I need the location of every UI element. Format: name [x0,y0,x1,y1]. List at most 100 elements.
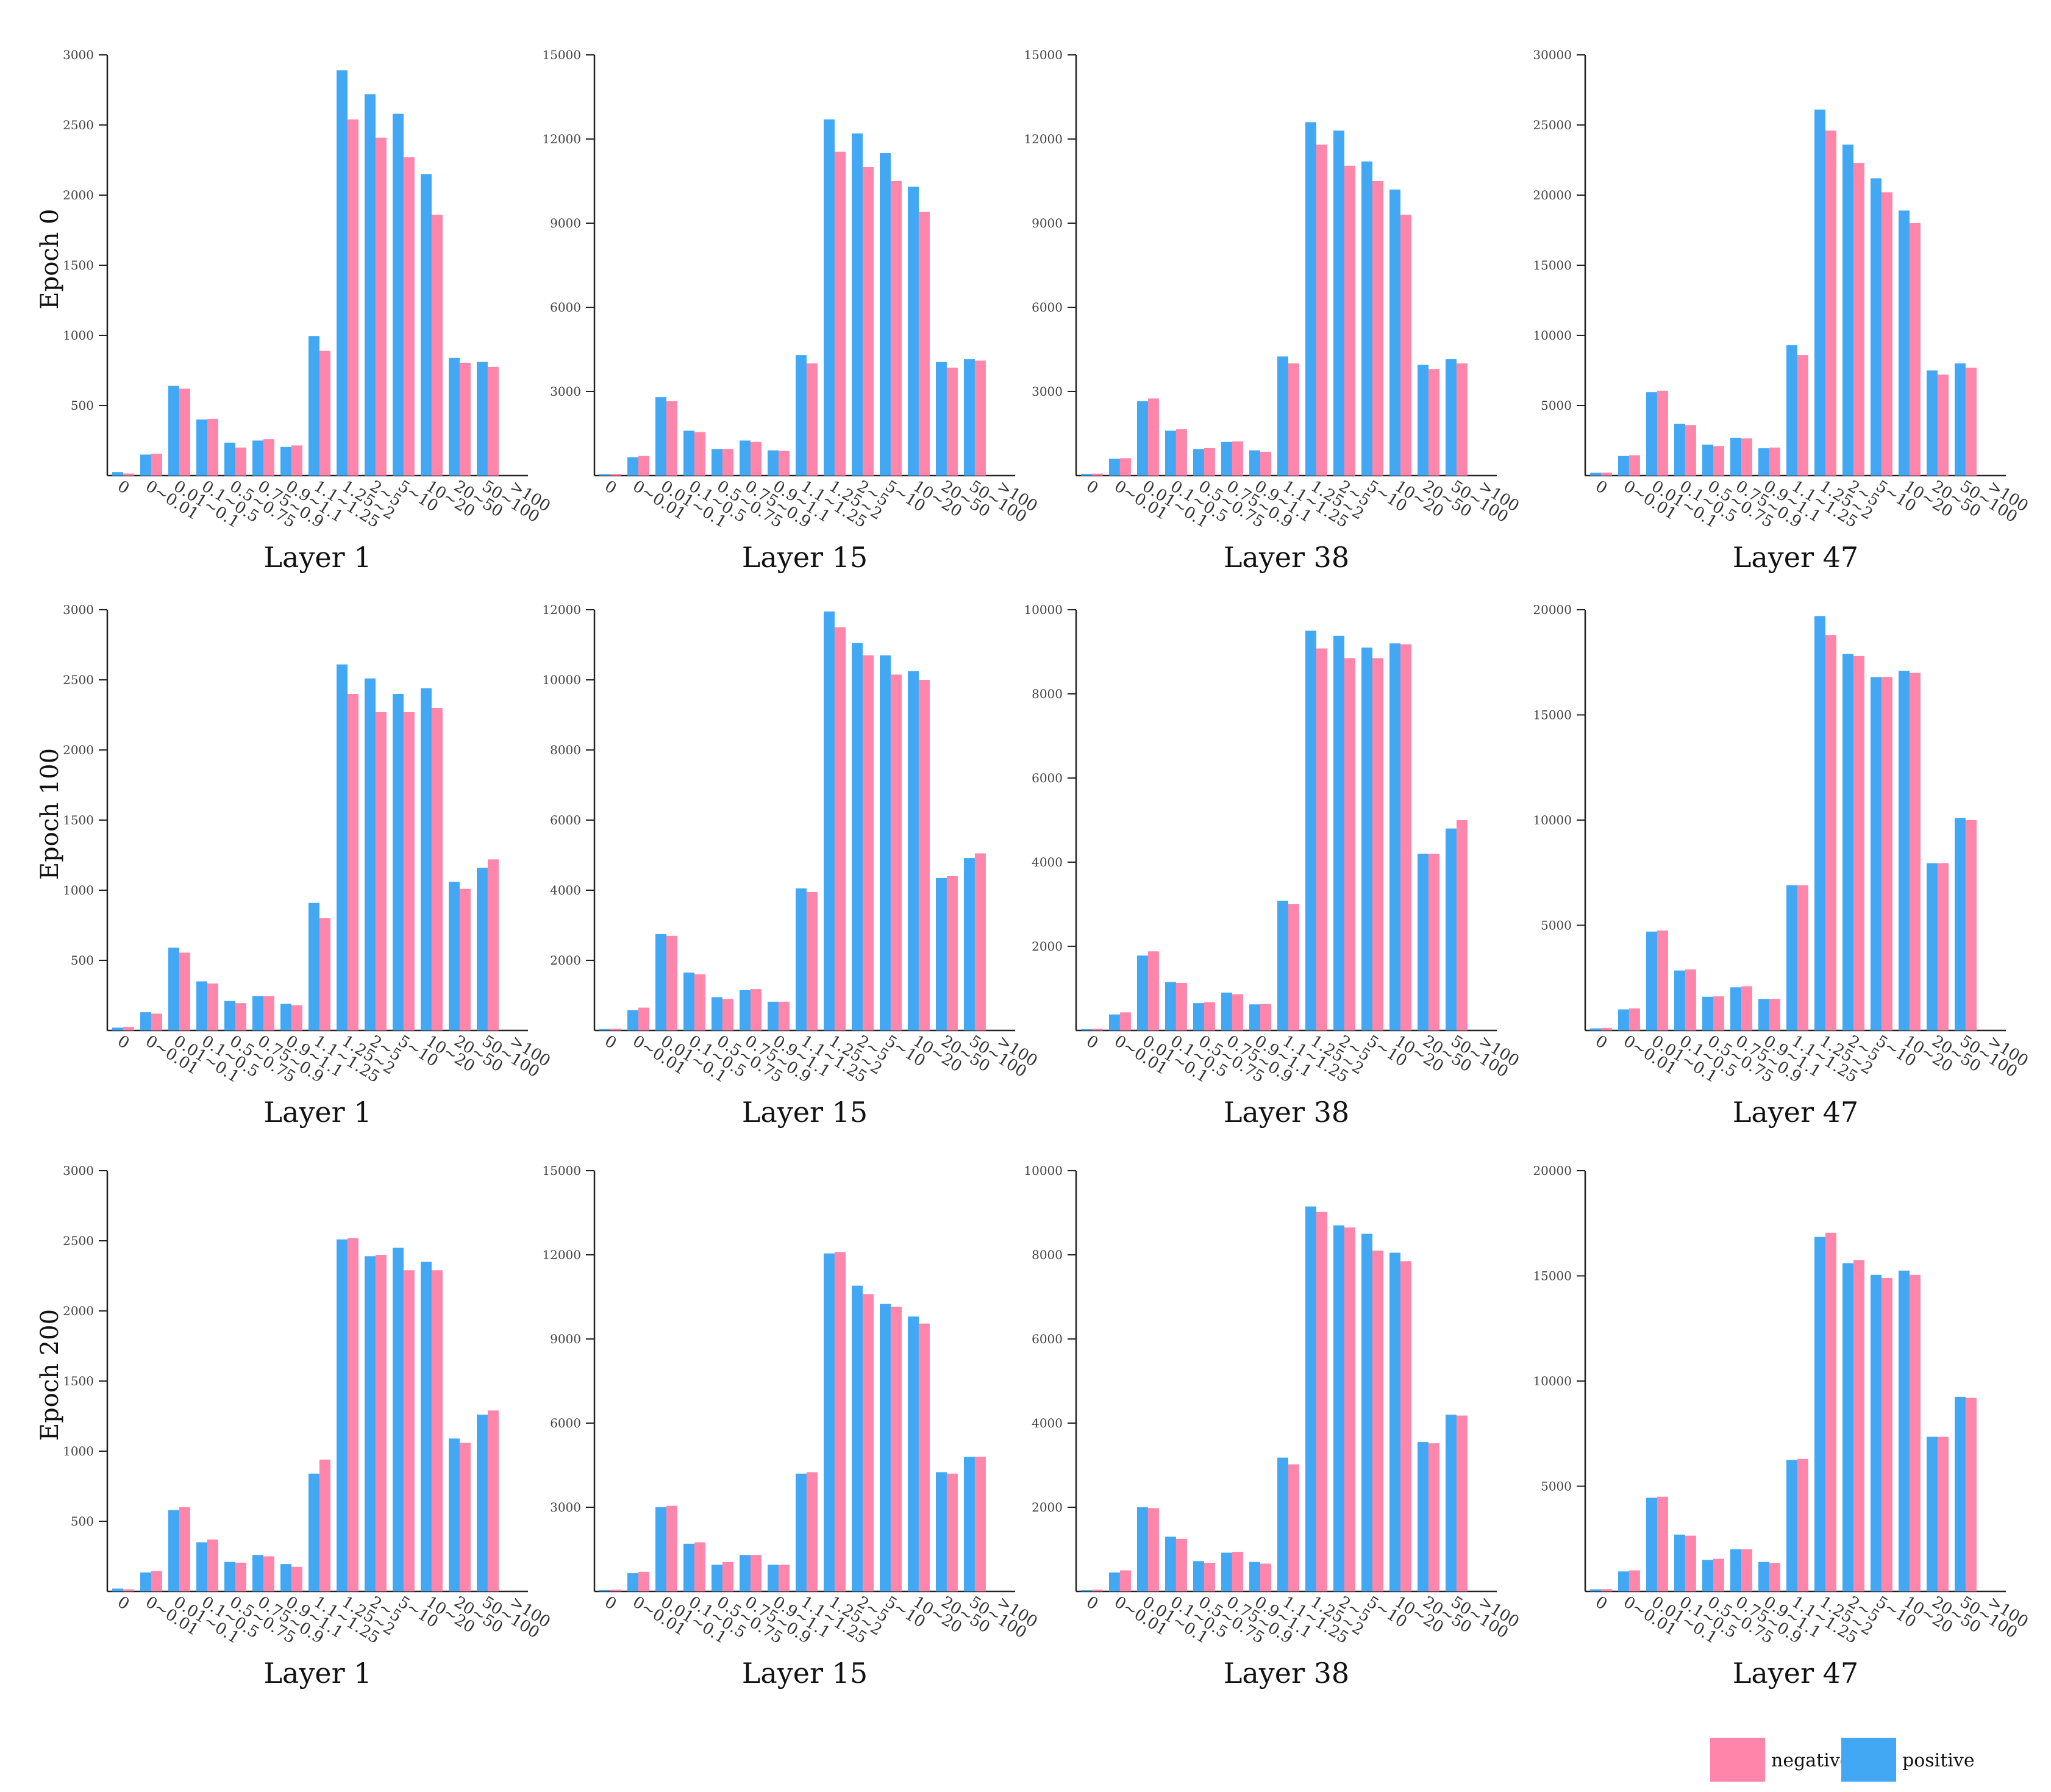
bar-negative-1-25-2 [1316,145,1327,476]
bar-positive-10-20 [1389,189,1400,476]
bar-positive-0-1-0-5 [1674,423,1685,476]
bar-negative-50-100 [1456,363,1468,476]
bar-negative-50-100 [974,853,986,1030]
bar-positive-10-20 [421,688,432,1030]
bar-positive-0-01-0-1 [655,397,666,476]
bar-positive-0-5-0-75 [1702,444,1713,476]
bar-negative-0-01-0-1 [666,935,677,1030]
bar-positive-0-75-0-9 [1221,1552,1232,1591]
row-label-epoch-200: Epoch 200 [36,1309,64,1441]
bar-positive-5-10 [1361,1233,1372,1591]
bar-positive-0-0-01 [627,1573,638,1591]
bar-positive-50-100 [1955,1396,1966,1591]
bar-positive-1-25-2 [337,70,348,476]
bar-positive-0-0-01 [627,457,638,476]
bar-negative-0-5-0-75 [1204,1563,1215,1591]
bar-positive-0 [1081,1590,1092,1591]
bar-negative-0-0-01 [1119,458,1131,476]
bar-negative-10-20 [431,1270,443,1591]
bar-negative-0-9-1-1 [778,1565,790,1591]
bar-negative-0-01-0-1 [179,1507,190,1591]
bar-negative-10-20 [431,708,443,1030]
bar-positive-0-0-01 [1618,455,1629,476]
bar-positive-0-75-0-9 [740,1555,751,1591]
bar-negative-10-20 [1400,1261,1411,1591]
y-tick-label: 3000 [63,602,94,617]
bar-negative-0-9-1-1 [291,1005,302,1030]
bar-positive-0-9-1-1 [1758,999,1769,1030]
bar-negative-0-75-0-9 [263,439,274,476]
bar-positive-50-100 [1955,363,1966,476]
bar-negative-50-100 [487,859,499,1030]
bar-negative-1-1-1-25 [806,363,818,476]
y-tick-label: 2500 [63,1233,94,1248]
bar-negative-20-50 [1428,369,1439,476]
y-tick-label: 6000 [1032,1332,1063,1346]
bar-negative-0-0-01 [1119,1570,1131,1591]
panel-title: Layer 47 [1733,1096,1858,1129]
y-tick-label: 10000 [1024,602,1063,617]
bar-negative-0-75-0-9 [1741,1549,1752,1591]
bar-negative-20-50 [946,367,958,476]
panel-title: Layer 1 [263,1096,371,1129]
bar-negative-0-5-0-75 [722,999,733,1030]
y-tick-label: 1500 [63,813,94,827]
bar-positive-0-5-0-75 [1193,449,1204,476]
bar-negative-0 [1091,1590,1103,1591]
bar-negative-2-5 [375,137,387,476]
bar-negative-5-10 [403,712,415,1030]
bar-positive-0-0-01 [1618,1009,1629,1030]
bar-positive-0-9-1-1 [1758,1562,1769,1591]
bar-positive-20-50 [1418,365,1429,476]
y-tick-label: 8000 [550,743,581,757]
bar-positive-0-0-01 [140,1012,151,1030]
bar-negative-0-5-0-75 [1713,1558,1724,1591]
bar-positive-20-50 [449,357,460,476]
bar-positive-20-50 [1927,863,1938,1030]
bar-negative-5-10 [1372,1251,1383,1591]
y-tick-label: 30000 [1533,48,1572,62]
bar-positive-0 [599,1590,610,1591]
bar-positive-10-20 [1899,671,1910,1030]
bar-negative-2-5 [1853,655,1864,1030]
bar-negative-20-50 [946,1473,958,1591]
y-tick-label: 2500 [63,118,94,132]
bar-positive-10-20 [1899,210,1910,476]
y-tick-label: 4000 [550,883,581,898]
y-tick-label: 1000 [63,883,94,898]
bar-negative-0-01-0-1 [1147,1508,1159,1591]
bar-negative-1-25-2 [1825,130,1836,476]
bar-negative-50-100 [487,1410,499,1591]
bar-negative-0-1-0-5 [1175,429,1187,476]
bar-positive-0-75-0-9 [1730,987,1741,1030]
bar-negative-0-5-0-75 [235,1562,246,1591]
bar-positive-2-5 [365,1256,376,1591]
bar-positive-2-5 [852,643,863,1030]
y-tick-label: 3000 [550,1500,581,1515]
panel-title: Layer 1 [263,541,371,574]
bar-negative-20-50 [946,876,958,1030]
bar-negative-20-50 [1937,1437,1949,1591]
bar-negative-0 [1600,1027,1612,1030]
y-tick-label: 10000 [1024,1163,1063,1178]
y-tick-label: 15000 [542,48,581,62]
bar-positive-0-75-0-9 [1221,441,1232,476]
bar-positive-50-100 [1446,359,1457,476]
bar-positive-0-01-0-1 [168,1510,179,1591]
bar-negative-0-9-1-1 [1260,1563,1271,1591]
y-tick-label: 2000 [550,953,581,968]
panel-title: Layer 15 [742,541,868,574]
bar-negative-20-50 [459,1443,471,1591]
bar-positive-20-50 [1927,1437,1938,1591]
bar-negative-5-10 [890,674,902,1030]
bar-negative-2-5 [1344,1227,1355,1591]
bar-negative-0-75-0-9 [1232,994,1243,1030]
bar-negative-1-1-1-25 [319,1459,330,1591]
y-tick-label: 4000 [1032,855,1063,869]
bar-negative-1-1-1-25 [319,351,330,476]
y-tick-label: 25000 [1533,118,1572,132]
bar-positive-0-0-01 [140,454,151,476]
y-tick-label: 2500 [63,673,94,687]
